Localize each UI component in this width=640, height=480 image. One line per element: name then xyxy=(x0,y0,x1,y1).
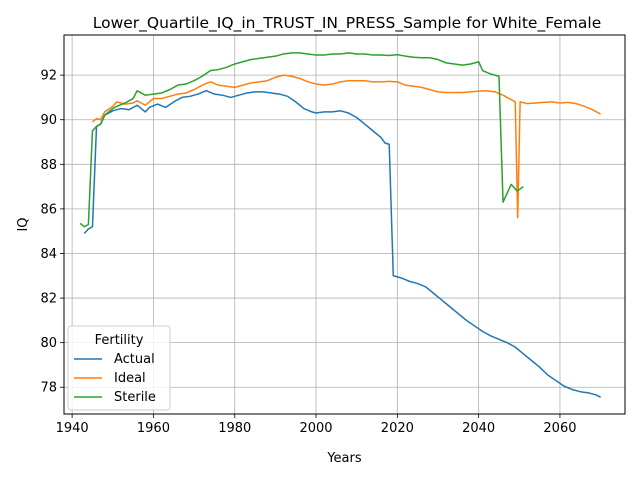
x-axis-label: Years xyxy=(326,451,362,466)
legend-label-ideal: Ideal xyxy=(114,371,146,386)
y-tick-label: 92 xyxy=(40,69,57,84)
y-tick-label: 78 xyxy=(40,381,57,396)
y-tick-label: 86 xyxy=(40,202,57,217)
series-line-sterile xyxy=(79,52,524,228)
x-tick-label: 2060 xyxy=(543,421,576,436)
x-tick-label: 2040 xyxy=(462,421,495,436)
x-tick-label: 1960 xyxy=(137,421,170,436)
x-tick-label: 2020 xyxy=(381,421,414,436)
legend-title: Fertility xyxy=(95,333,144,348)
x-tick-label: 1940 xyxy=(56,421,89,436)
legend-items: Actual Ideal Sterile xyxy=(74,352,156,405)
axis-ticks: 1940 1960 1980 2000 2020 2040 2060 78 80 82 84 86 88… xyxy=(40,69,576,436)
y-tick-label: 88 xyxy=(40,158,57,173)
y-tick-label: 80 xyxy=(40,336,57,351)
y-axis-label: IQ xyxy=(16,217,31,231)
x-tick-label: 1980 xyxy=(218,421,251,436)
series-lines xyxy=(79,52,601,398)
series-line-ideal xyxy=(91,74,601,219)
legend: Fertility Actual Ideal Sterile xyxy=(67,325,171,411)
x-tick-label: 2000 xyxy=(299,421,332,436)
plot-frame xyxy=(63,34,626,415)
series-line-actual xyxy=(83,89,601,398)
y-tick-label: 84 xyxy=(40,247,57,262)
legend-label-sterile: Sterile xyxy=(114,390,156,405)
chart-title: Lower_Quartile_IQ_in_TRUST_IN_PRESS_Samp… xyxy=(93,14,602,33)
y-tick-label: 82 xyxy=(40,292,57,307)
y-tick-label: 90 xyxy=(40,113,57,128)
legend-frame xyxy=(67,325,171,411)
legend-label-actual: Actual xyxy=(114,352,155,367)
